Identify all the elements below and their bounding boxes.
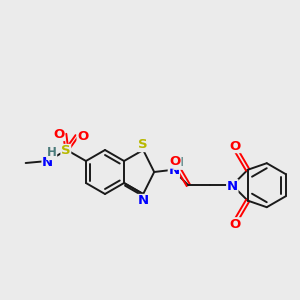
Text: S: S <box>138 139 148 152</box>
Text: O: O <box>170 155 181 168</box>
Text: N: N <box>168 164 179 177</box>
Text: H: H <box>47 146 57 160</box>
Text: N: N <box>138 194 149 208</box>
Text: O: O <box>77 130 88 142</box>
Text: O: O <box>53 128 64 140</box>
Text: S: S <box>61 145 70 158</box>
Text: O: O <box>229 140 240 153</box>
Text: N: N <box>42 155 53 169</box>
Text: N: N <box>227 180 238 193</box>
Text: H: H <box>174 156 184 169</box>
Text: O: O <box>229 218 240 231</box>
